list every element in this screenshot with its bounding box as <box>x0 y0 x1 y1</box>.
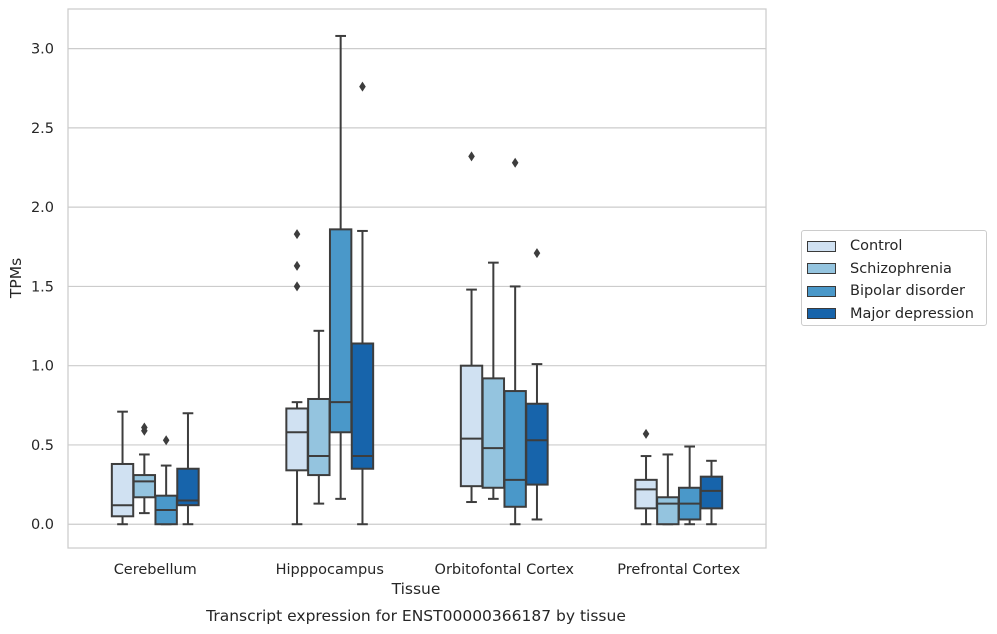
x-axis-ticks: Cerebellum Hipppocampus Orbitofontal Corte… <box>114 562 741 578</box>
y-tick-label: 2.0 <box>31 200 54 216</box>
x-tick-label: Prefrontal Cortex <box>617 562 740 578</box>
box-series <box>110 34 724 526</box>
y-tick-label: 2.5 <box>31 121 54 137</box>
outlier-point <box>511 157 519 168</box>
legend-swatch <box>807 285 836 297</box>
legend-label: Schizophrenia <box>850 260 952 277</box>
box <box>176 467 200 507</box>
y-tick-label: 0.0 <box>31 517 54 533</box>
box <box>285 407 309 472</box>
box <box>350 342 375 470</box>
outlier-point <box>141 422 148 433</box>
x-tick-label: Hipppocampus <box>276 562 384 578</box>
legend-swatch <box>807 263 836 275</box>
box <box>459 364 484 488</box>
y-tick-label: 1.5 <box>31 279 54 295</box>
legend-label: Major depression <box>850 305 974 322</box>
x-axis-label: Tissue <box>391 580 441 598</box>
outlier-point <box>359 81 366 92</box>
outlier-point <box>293 260 301 271</box>
legend-label: Bipolar disorder <box>850 283 965 300</box>
legend-swatch <box>807 308 836 320</box>
series-major-depression <box>176 81 724 526</box>
outlier-point <box>468 151 475 162</box>
x-tick-label: Cerebellum <box>114 562 197 578</box>
box <box>503 390 527 508</box>
gridlines <box>68 48 766 525</box>
box <box>328 228 353 434</box>
y-tick-label: 1.0 <box>31 359 54 375</box>
legend-item: Major depression <box>807 303 986 326</box>
y-axis-label: TPMs <box>7 258 25 299</box>
box <box>525 402 549 486</box>
box <box>110 462 135 518</box>
outlier-point <box>162 435 170 446</box>
y-tick-label: 3.0 <box>31 42 54 58</box>
y-axis-ticks: 0.0 0.5 1.0 1.5 2.0 2.5 3.0 <box>31 42 54 534</box>
legend: Control Schizophrenia Bipolar disorder Majo… <box>801 230 987 326</box>
outlier-point <box>293 281 301 292</box>
box <box>656 496 680 526</box>
series-schizophrenia <box>132 261 680 526</box>
legend-item: Control <box>807 235 986 258</box>
box <box>307 397 331 477</box>
box <box>132 474 157 499</box>
series-bipolar-disorder <box>154 34 702 526</box>
box <box>699 475 724 510</box>
figure-caption: Transcript expression for ENST0000036618… <box>206 607 626 625</box>
box <box>481 377 506 489</box>
legend-item: Bipolar disorder <box>807 280 986 303</box>
legend-item: Schizophrenia <box>807 258 986 281</box>
outlier-point <box>533 248 541 259</box>
legend-label: Control <box>850 238 903 255</box>
box <box>634 478 658 510</box>
legend-swatch <box>807 240 836 252</box>
y-tick-label: 0.5 <box>31 438 54 454</box>
outlier-point <box>293 229 301 240</box>
plot-area-frame <box>67 8 767 549</box>
x-tick-label: Orbitofontal Cortex <box>435 562 575 578</box>
outlier-point <box>642 428 650 439</box>
